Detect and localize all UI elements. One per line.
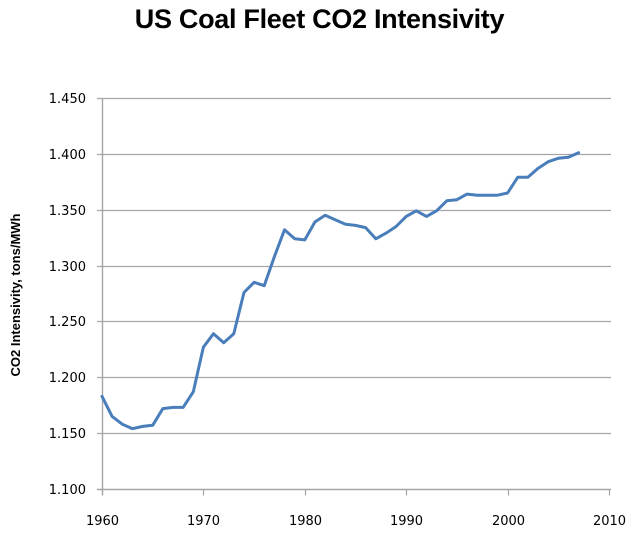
y-tick-label: 1.150 xyxy=(49,427,86,442)
y-tick-label: 1.250 xyxy=(49,315,86,330)
y-tick-label: 1.100 xyxy=(49,483,86,498)
y-tick-label: 1.450 xyxy=(49,92,86,107)
axes xyxy=(97,98,611,496)
x-tick-label: 1980 xyxy=(289,514,322,529)
y-tick-label: 1.300 xyxy=(49,260,86,275)
gridlines xyxy=(97,97,611,435)
x-tick-label: 1970 xyxy=(187,514,220,529)
series-layer xyxy=(100,151,581,431)
x-tick-labels: 1960 1970 1980 1990 2000 2010 xyxy=(86,514,626,529)
y-tick-label: 1.400 xyxy=(49,148,86,163)
y-tick-labels: 1.100 1.150 1.200 1.250 1.300 1.350 1.400 1.450 xyxy=(49,92,86,498)
x-tick-label: 1990 xyxy=(390,514,423,529)
x-tick-label: 2000 xyxy=(492,514,525,529)
series-line xyxy=(100,151,581,431)
x-tick-label: 1960 xyxy=(86,514,119,529)
y-tick-label: 1.200 xyxy=(49,371,86,386)
chart-title: US Coal Fleet CO2 Intensivity xyxy=(134,4,505,34)
y-tick-label: 1.350 xyxy=(49,204,86,219)
x-tick-label: 2010 xyxy=(593,514,626,529)
